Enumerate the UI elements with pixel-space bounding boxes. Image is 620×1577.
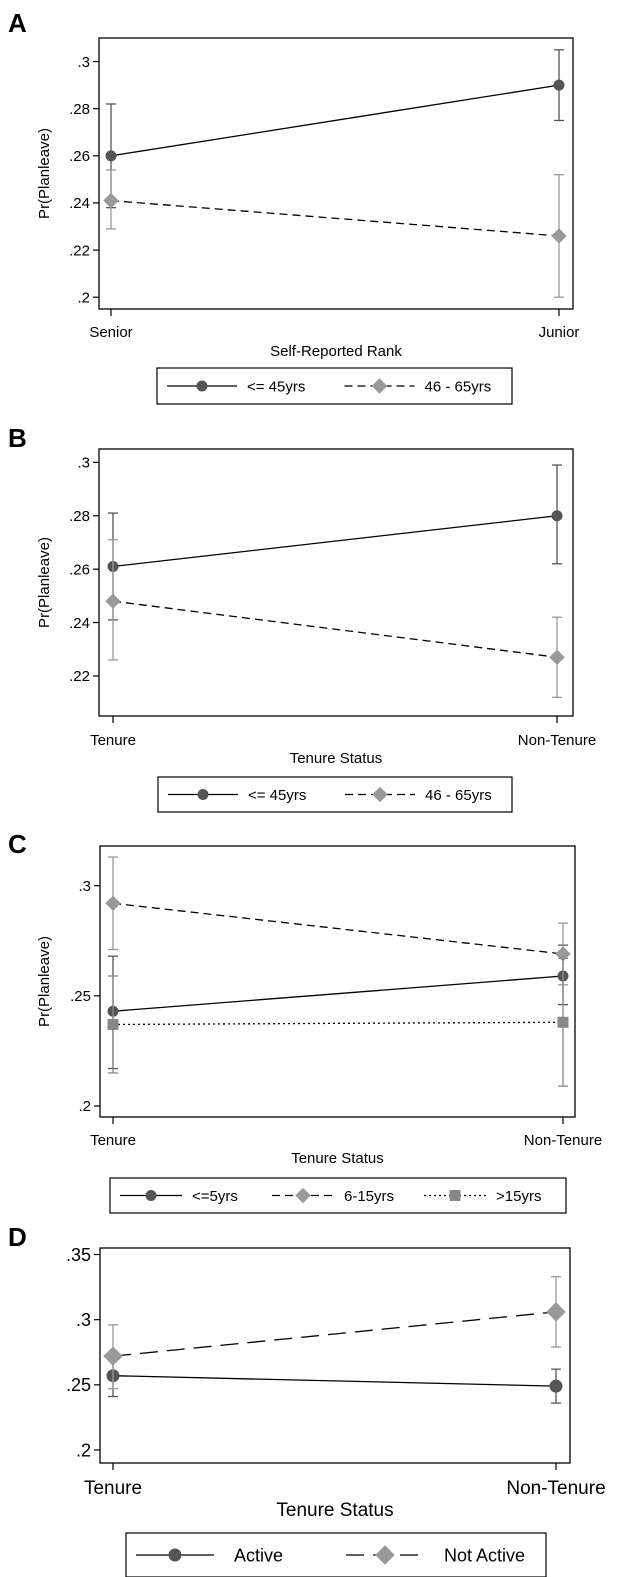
panel-c-xtick-label-1: Non-Tenure bbox=[524, 1132, 602, 1149]
panel-a-xaxis-label: Self-Reported Rank bbox=[270, 343, 402, 360]
panel-a-legend-key-marker-0 bbox=[196, 380, 208, 392]
panel-a-ytick-label-3: .26 bbox=[69, 148, 90, 165]
panel-d-series-1-point-0 bbox=[103, 1346, 123, 1366]
panel-b-series-1-line bbox=[112, 600, 558, 658]
panel-c-legend-label-2: >15yrs bbox=[496, 1188, 541, 1205]
panel-a-plot-frame bbox=[98, 37, 574, 310]
panel-a-ytick-label-4: .28 bbox=[69, 101, 90, 118]
panel-a-ytick-label-5: .3 bbox=[77, 54, 90, 71]
panel-c-legend-box bbox=[109, 1177, 567, 1214]
panel-b-ytick-label-1: .24 bbox=[69, 615, 90, 632]
panel-d-letter: D bbox=[8, 1222, 27, 1252]
panel-d-ytick-label-0: .2 bbox=[76, 1440, 91, 1460]
panel-b-xaxis-label: Tenure Status bbox=[290, 750, 383, 767]
panel-c-series-2-point-1 bbox=[557, 1016, 569, 1028]
panel-d-legend-key-marker-0 bbox=[168, 1548, 182, 1562]
panel-b-series-1-point-1 bbox=[549, 649, 565, 665]
panel-b-letter: B bbox=[8, 423, 27, 453]
panel-b-ytick-label-4: .3 bbox=[77, 455, 90, 472]
panel-b-xtick-label-1: Non-Tenure bbox=[518, 732, 596, 749]
panel-a-series-1-line bbox=[110, 199, 560, 237]
panel-a-letter: A bbox=[8, 8, 27, 38]
panel-d-xaxis-label: Tenure Status bbox=[276, 1500, 393, 1521]
panel-c-legend-label-1: 6-15yrs bbox=[344, 1188, 394, 1205]
panel-b-plot-frame bbox=[98, 448, 574, 717]
panel-d-legend-label-0: Active bbox=[234, 1545, 283, 1565]
panel-b-legend-label-1: 46 - 65yrs bbox=[425, 787, 492, 804]
panel-c-series-1-line bbox=[112, 902, 564, 955]
panel-d-legend-key-marker-1 bbox=[375, 1545, 395, 1565]
panel-d-legend-label-1: Not Active bbox=[444, 1545, 525, 1565]
panel-a-series-1-point-1 bbox=[551, 228, 567, 244]
panel-c-letter: C bbox=[8, 829, 27, 859]
panel-c-yaxis-label: Pr(Planleave) bbox=[36, 936, 53, 1027]
panel-a-xtick-label-1: Junior bbox=[539, 324, 580, 341]
panel-c-series-2-line bbox=[112, 1021, 564, 1026]
panel-a-series-0-point-0 bbox=[105, 150, 117, 162]
panel-d-plot-frame bbox=[99, 1247, 571, 1464]
panel-c-ytick-label-0: .2 bbox=[78, 1098, 91, 1115]
panel-b-ytick-label-3: .28 bbox=[69, 508, 90, 525]
panel-c-xaxis-label: Tenure Status bbox=[291, 1150, 384, 1167]
panel-d-xtick-label-1: Non-Tenure bbox=[506, 1478, 605, 1499]
panel-b-legend-key-marker-1 bbox=[372, 786, 388, 803]
panel-c-xtick-label-0: Tenure bbox=[90, 1132, 136, 1149]
panel-b-series-0-line bbox=[112, 515, 558, 568]
panel-b-ytick-label-2: .26 bbox=[69, 561, 90, 578]
panel-c-plot-frame bbox=[99, 845, 576, 1118]
panel-c-ytick-label-1: .25 bbox=[70, 988, 91, 1005]
panel-c-legend-label-0: <=5yrs bbox=[192, 1188, 238, 1205]
panel-c-legend-key-marker-2 bbox=[449, 1190, 461, 1201]
panel-b-yaxis-label: Pr(Planleave) bbox=[36, 537, 53, 628]
panel-d-ytick-label-1: .25 bbox=[66, 1375, 91, 1395]
panel-b-ytick-label-0: .22 bbox=[69, 668, 90, 685]
panel-a-xtick-label-0: Senior bbox=[89, 324, 132, 341]
panel-a-series-0-point-1 bbox=[553, 79, 565, 91]
panel-c-series-0-line bbox=[112, 975, 564, 1012]
panel-a-ytick-label-0: .2 bbox=[77, 289, 90, 306]
panel-c-ytick-label-2: .3 bbox=[78, 878, 91, 895]
panel-a-legend-key-marker-1 bbox=[371, 378, 388, 394]
panel-b-series-0-point-1 bbox=[551, 510, 563, 522]
panel-d-ytick-label-2: .3 bbox=[76, 1310, 91, 1330]
panel-a-ytick-label-1: .22 bbox=[69, 242, 90, 259]
panel-b-xtick-label-0: Tenure bbox=[90, 732, 136, 749]
panel-d-series-1-line bbox=[112, 1311, 557, 1357]
panel-d-series-1-point-1 bbox=[546, 1302, 566, 1322]
panel-a-legend-label-1: 46 - 65yrs bbox=[425, 378, 492, 395]
panel-b-series-1-point-0 bbox=[105, 593, 121, 609]
panel-a-legend-label-0: <= 45yrs bbox=[247, 378, 305, 395]
panel-a-yaxis-label: Pr(Planleave) bbox=[36, 128, 53, 219]
panel-b-legend-label-0: <= 45yrs bbox=[248, 787, 306, 804]
panel-c-series-1-point-0 bbox=[105, 895, 121, 911]
panel-a-ytick-label-2: .24 bbox=[69, 195, 90, 212]
panel-c-legend-key-marker-1 bbox=[295, 1187, 311, 1204]
panel-c-legend-key-marker-0 bbox=[145, 1190, 157, 1201]
panel-a-series-0-line bbox=[110, 84, 560, 157]
panel-c-series-2-point-0 bbox=[107, 1018, 119, 1030]
panel-d-xtick-label-0: Tenure bbox=[84, 1478, 142, 1499]
panel-b-legend-key-marker-0 bbox=[197, 789, 209, 800]
panel-d-series-0-point-1 bbox=[549, 1379, 563, 1393]
panel-d-ytick-label-3: .35 bbox=[66, 1245, 91, 1265]
panel-a-series-1-point-0 bbox=[103, 192, 119, 209]
panel-d-series-0-line bbox=[112, 1375, 557, 1387]
